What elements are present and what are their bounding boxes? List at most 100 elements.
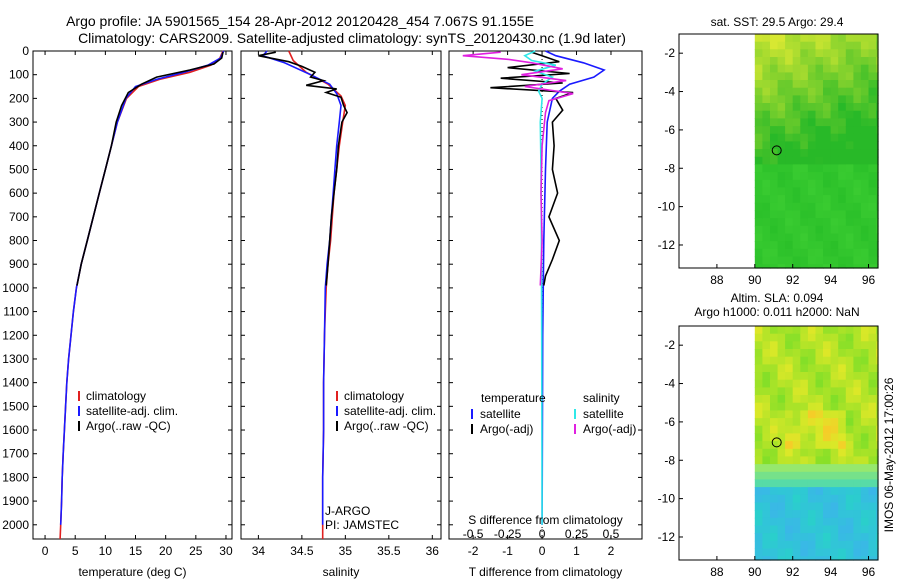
map-cell xyxy=(792,133,801,142)
map-cell xyxy=(800,479,809,488)
map-cell xyxy=(815,410,824,419)
map-cell xyxy=(860,425,870,434)
map-cell xyxy=(770,118,779,127)
map-cell xyxy=(876,95,879,104)
map-cell xyxy=(815,49,824,58)
map-cell xyxy=(845,479,854,488)
map-cell xyxy=(823,179,832,189)
panel-salinity: 34 34.5 35 35.5 36 salinity climatologysatelli… xyxy=(240,50,442,579)
map-cell xyxy=(770,256,779,265)
map-cell xyxy=(876,372,879,381)
map-cell xyxy=(876,425,879,434)
map-cell xyxy=(777,95,786,104)
map-cell xyxy=(777,540,786,550)
map-cell xyxy=(762,402,771,411)
map-cell xyxy=(868,164,877,173)
map-cell xyxy=(860,103,870,112)
y-tick-label: 1800 xyxy=(2,470,29,484)
map-cell xyxy=(792,548,801,557)
map-cell xyxy=(838,326,847,335)
map-cell xyxy=(838,264,847,269)
map-cell xyxy=(807,156,817,166)
map-cell xyxy=(754,425,763,434)
map-cell xyxy=(770,57,779,66)
map-cell xyxy=(770,410,779,419)
map-cell xyxy=(754,95,763,104)
map-cell xyxy=(807,341,817,350)
map-cell xyxy=(838,333,847,342)
map-cell xyxy=(785,364,794,373)
map-cell xyxy=(807,333,817,342)
map-cell xyxy=(853,556,862,561)
map-cell xyxy=(860,233,870,242)
map-cell xyxy=(845,103,854,112)
map-cell xyxy=(792,34,801,43)
map-cell xyxy=(876,379,879,388)
map-cell xyxy=(823,225,832,235)
map-cell xyxy=(830,402,839,411)
map-cell xyxy=(792,356,801,365)
figure-title-line2: Climatology: CARS2009. Satellite-adjuste… xyxy=(78,30,626,46)
x-tick-label: 25 xyxy=(189,544,203,558)
map-cell xyxy=(838,172,847,181)
map-cell xyxy=(868,464,877,473)
map-cell xyxy=(815,103,824,112)
map-cell xyxy=(800,556,809,561)
map-cell xyxy=(815,210,824,219)
map-cell xyxy=(800,233,809,242)
map-cell xyxy=(792,179,801,189)
map-cell xyxy=(785,172,794,181)
map-cell xyxy=(807,548,817,557)
map-cell xyxy=(785,179,794,189)
map-cell xyxy=(860,525,870,534)
map-cell xyxy=(815,471,824,481)
map-cell xyxy=(792,525,801,534)
map-cell xyxy=(754,341,763,350)
map-cell xyxy=(845,49,854,58)
map-cell xyxy=(762,133,771,142)
x-tick-label: 10 xyxy=(99,544,113,558)
map-cell xyxy=(830,418,839,427)
map-cell xyxy=(800,471,809,481)
map-cell xyxy=(838,72,847,81)
map-cell xyxy=(777,479,786,488)
map-cell xyxy=(860,418,870,427)
map-cell xyxy=(860,241,870,250)
legend-label: Argo(..raw -QC) xyxy=(344,419,429,433)
map-cell xyxy=(838,218,847,227)
map-cell xyxy=(770,210,779,219)
map-cell xyxy=(853,233,862,242)
argo-location-marker xyxy=(771,437,782,448)
map-cell xyxy=(876,241,879,250)
map-cell xyxy=(807,525,817,534)
map-cell xyxy=(815,57,824,66)
map-cell xyxy=(845,95,854,104)
map-cell xyxy=(838,433,847,442)
map-cell xyxy=(853,179,862,189)
map-cell xyxy=(823,517,832,527)
footer-stamp: IMOS 06-May-2012 17:00:26 xyxy=(882,377,896,532)
map-cell xyxy=(770,510,779,519)
map-cell xyxy=(868,95,877,104)
map-cell xyxy=(876,256,879,265)
map-cell xyxy=(845,187,854,196)
map-cell xyxy=(792,126,801,135)
map-cell xyxy=(853,456,862,465)
map-x-tick-label: 96 xyxy=(862,565,876,579)
map-cell xyxy=(754,156,763,166)
map-cell xyxy=(823,141,832,150)
map-cell xyxy=(853,341,862,350)
map-cell xyxy=(853,225,862,235)
y-tick-label: 900 xyxy=(9,257,29,271)
map-cell xyxy=(777,372,786,381)
map-cell xyxy=(860,133,870,142)
map-cell xyxy=(807,494,817,504)
map-cell xyxy=(868,379,877,388)
map-cell xyxy=(785,517,794,527)
map-cell xyxy=(876,487,879,496)
map-x-tick-label: 90 xyxy=(748,565,762,579)
map-cell xyxy=(838,556,847,561)
map-cell xyxy=(876,479,879,488)
map-cell xyxy=(845,372,854,381)
map-cell xyxy=(868,225,877,235)
